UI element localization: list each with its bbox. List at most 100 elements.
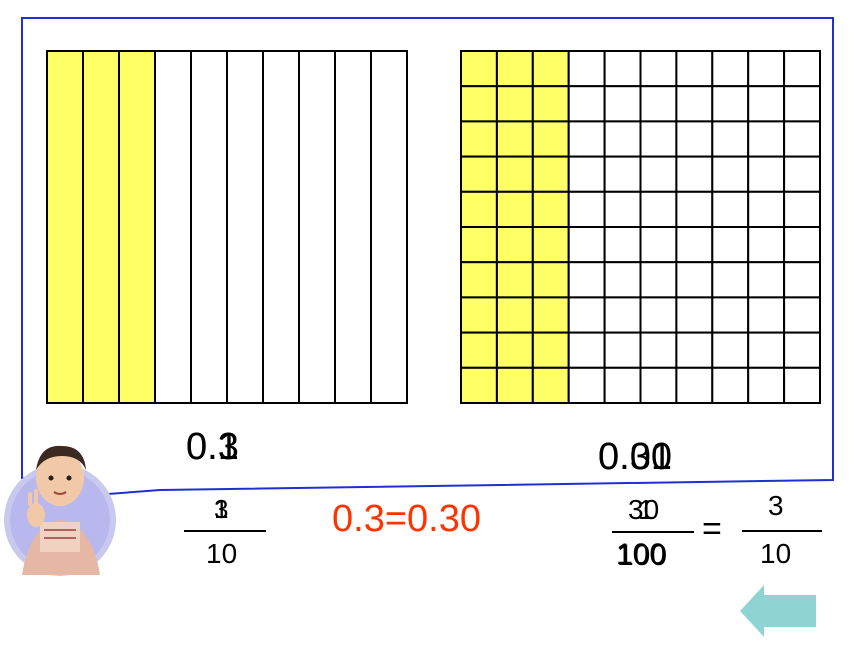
right-fraction-denominator: 100 100 bbox=[616, 538, 686, 572]
hundredths-shaded-cell bbox=[531, 226, 570, 264]
hundredths-cell bbox=[603, 85, 642, 123]
hundredths-shaded-cell bbox=[495, 296, 534, 334]
hundredths-cell bbox=[603, 331, 642, 369]
hundredths-shaded-cell bbox=[460, 226, 498, 264]
simplified-fraction-bar bbox=[742, 530, 822, 532]
hundredths-cell bbox=[639, 366, 678, 404]
hundredths-cell bbox=[783, 155, 821, 193]
right-fraction-numerator: 1 30 bbox=[628, 494, 678, 526]
hundredths-cell bbox=[711, 155, 750, 193]
hundredths-cell bbox=[603, 190, 642, 229]
hundredths-cell bbox=[675, 331, 714, 369]
hundredths-cell bbox=[603, 50, 642, 88]
hundredths-cell bbox=[639, 226, 678, 264]
tenths-model bbox=[46, 50, 408, 404]
hundredths-cell bbox=[747, 296, 786, 334]
hundredths-cell bbox=[567, 190, 606, 229]
hundredths-shaded-cell bbox=[531, 261, 570, 299]
hundredths-cell bbox=[675, 85, 714, 123]
hundredths-cell bbox=[711, 296, 750, 334]
hundredths-shaded-cell bbox=[495, 331, 534, 369]
hundredths-cell bbox=[783, 296, 821, 334]
hundredths-shaded-cell bbox=[495, 50, 534, 88]
hundredths-cell bbox=[639, 296, 678, 334]
equation-text: 0.3=0.30 bbox=[332, 498, 481, 540]
hundredths-shaded-cell bbox=[531, 190, 570, 229]
hundredths-shaded-cell bbox=[495, 155, 534, 193]
hundredths-shaded-cell bbox=[531, 50, 570, 88]
hundredths-cell bbox=[567, 261, 606, 299]
right-frac-num-a: 1 bbox=[638, 494, 654, 525]
right-decimal-a: 0.01 bbox=[598, 436, 672, 478]
tenths-cell bbox=[370, 50, 408, 404]
hundredths-cell bbox=[567, 226, 606, 264]
hundredths-cell bbox=[567, 120, 606, 158]
hundredths-shaded-cell bbox=[460, 120, 498, 158]
hundredths-cell bbox=[567, 155, 606, 193]
hundredths-cell bbox=[747, 120, 786, 158]
hundredths-cell bbox=[603, 120, 642, 158]
hundredths-shaded-cell bbox=[460, 331, 498, 369]
left-decimal-a: 0.1 bbox=[186, 426, 239, 468]
hundredths-shaded-cell bbox=[460, 296, 498, 334]
right-fraction-bar bbox=[612, 531, 694, 533]
hundredths-cell bbox=[603, 226, 642, 264]
hundredths-cell bbox=[783, 50, 821, 88]
hundredths-cell bbox=[747, 85, 786, 123]
right-decimal-label: 0.01 0.30 bbox=[598, 436, 708, 480]
hundredths-cell bbox=[675, 366, 714, 404]
hundredths-cell bbox=[783, 261, 821, 299]
back-arrow-icon[interactable] bbox=[740, 585, 816, 637]
hundredths-shaded-cell bbox=[495, 366, 534, 404]
hundredths-cell bbox=[639, 50, 678, 88]
hundredths-cell bbox=[783, 190, 821, 229]
hundredths-cell bbox=[567, 85, 606, 123]
hundredths-cell bbox=[783, 120, 821, 158]
hundredths-shaded-cell bbox=[460, 50, 498, 88]
hundredths-cell bbox=[603, 366, 642, 404]
hundredths-cell bbox=[711, 261, 750, 299]
tenths-shaded-cell bbox=[46, 50, 84, 404]
right-frac-num-b: 30 bbox=[628, 494, 660, 525]
hundredths-cell bbox=[747, 50, 786, 88]
tenths-cell bbox=[262, 50, 300, 404]
left-fraction-bar bbox=[184, 530, 266, 532]
hundredths-cell bbox=[711, 226, 750, 264]
hundredths-cell bbox=[747, 190, 786, 229]
hundredths-shaded-cell bbox=[460, 261, 498, 299]
left-frac-num-b: 3 bbox=[214, 494, 229, 524]
hundredths-cell bbox=[567, 296, 606, 334]
left-decimal-label: 0.1 0.3 bbox=[186, 426, 266, 470]
simplified-numerator: 3 bbox=[768, 490, 784, 521]
tenths-shaded-cell bbox=[118, 50, 156, 404]
hundredths-cell bbox=[675, 190, 714, 229]
hundredths-cell bbox=[783, 85, 821, 123]
boy-thinking-icon bbox=[4, 445, 116, 576]
hundredths-shaded-cell bbox=[495, 190, 534, 229]
hundredths-cell bbox=[711, 366, 750, 404]
hundredths-cell bbox=[711, 190, 750, 229]
tenths-cell bbox=[154, 50, 192, 404]
tenths-cell bbox=[190, 50, 228, 404]
hundredths-cell bbox=[747, 366, 786, 404]
hundredths-shaded-cell bbox=[495, 85, 534, 123]
tenths-cell bbox=[298, 50, 336, 404]
tenths-cell bbox=[334, 50, 372, 404]
tenths-shaded-cell bbox=[82, 50, 120, 404]
hundredths-shaded-cell bbox=[531, 120, 570, 158]
hundredths-cell bbox=[783, 366, 821, 404]
hundredths-cell bbox=[603, 261, 642, 299]
tenths-cell bbox=[226, 50, 264, 404]
hundredths-cell bbox=[639, 120, 678, 158]
hundredths-cell bbox=[747, 226, 786, 264]
hundredths-shaded-cell bbox=[531, 296, 570, 334]
hundredths-cell bbox=[711, 85, 750, 123]
hundredths-cell bbox=[603, 296, 642, 334]
hundredths-cell bbox=[675, 155, 714, 193]
right-decimal-b: 0.30 bbox=[598, 436, 672, 478]
hundredths-cell bbox=[783, 226, 821, 264]
simplified-denominator: 10 bbox=[760, 538, 792, 569]
hundredths-cell bbox=[747, 155, 786, 193]
hundredths-cell bbox=[675, 120, 714, 158]
